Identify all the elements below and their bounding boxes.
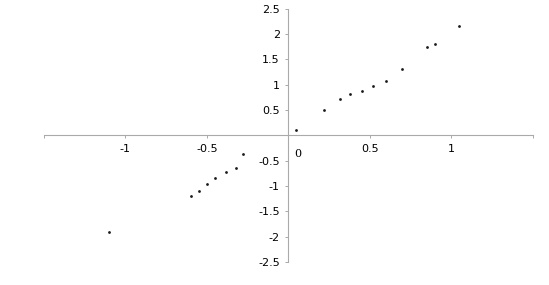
Text: 0: 0	[294, 149, 301, 159]
